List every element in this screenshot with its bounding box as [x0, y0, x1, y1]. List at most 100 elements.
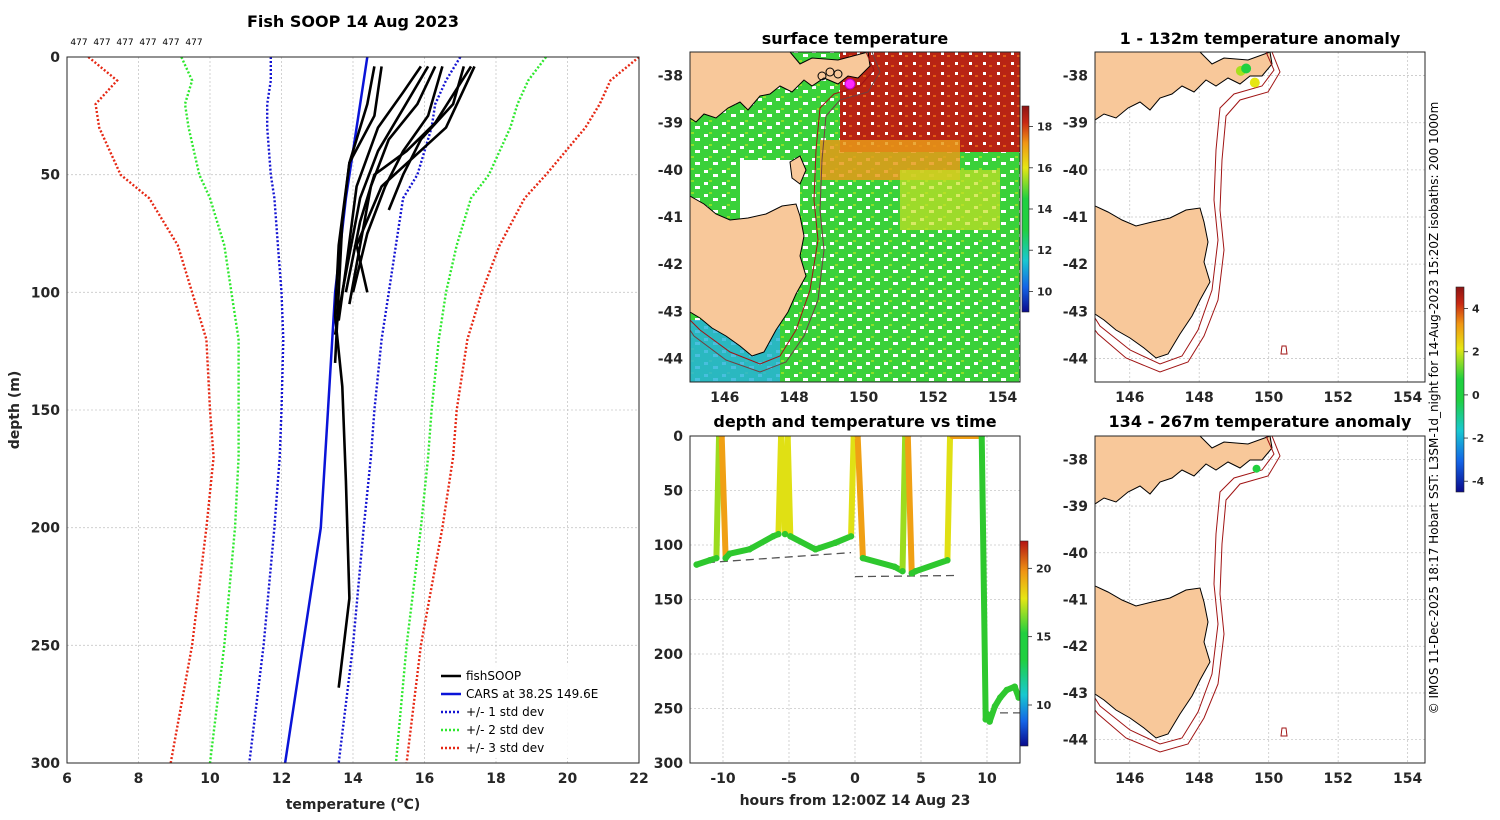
depth-time-trace-point [1015, 694, 1020, 701]
depth-time-ytick-label: 150 [654, 593, 683, 609]
depth-time-trace-segment [904, 436, 915, 577]
anomaly1-xtick-label: 154 [1393, 390, 1422, 406]
anomaly2-xtick-label: 148 [1185, 771, 1214, 787]
depth-time-trace-point [983, 710, 991, 718]
depth-time-trace-point [899, 567, 906, 575]
sst-ytick-label: -41 [658, 210, 683, 226]
depth-time-trace-point [859, 554, 867, 562]
depth-time-trace-point [706, 557, 713, 564]
depth-time-trace-point [949, 436, 956, 440]
depth-time-trace-point [777, 436, 785, 440]
anomaly2-panel: 134 - 267m temperature anomaly 146 148 150… [1063, 412, 1426, 787]
profile-ytick-label: 200 [31, 521, 60, 537]
depth-time-trace-segment [854, 436, 866, 562]
profile-fishsoop-lines [333, 65, 476, 688]
legend-fishsoop: fishSOOP [466, 669, 521, 683]
sst-xtick-label: 154 [988, 390, 1017, 406]
anomaly2-ytick-label: -40 [1063, 546, 1089, 562]
legend-box [436, 664, 632, 758]
profile-top-label: 477 [162, 38, 179, 48]
depth-time-trace [693, 436, 1020, 725]
anomaly2-ytick-label: -42 [1063, 639, 1088, 655]
profile-top-label: 477 [116, 38, 133, 48]
depth-time-trace-segment [746, 533, 777, 553]
anomaly2-title: 134 - 267m temperature anomaly [1109, 412, 1412, 431]
depth-time-xtick-label: 10 [977, 771, 997, 787]
profile-ytick-label: 300 [31, 756, 60, 772]
depth-time-trace-point [784, 436, 791, 440]
anomaly2-isobath-200 [1095, 436, 1275, 745]
profile-fishsoop-line [333, 66, 383, 688]
anomaly2-mainland [1095, 436, 1273, 505]
profile-fishsoop-line [337, 65, 422, 321]
depth-time-trace-segment [787, 533, 819, 553]
anomaly1-title: 1 - 132m temperature anomaly [1120, 29, 1401, 48]
anomaly2-seamount [1280, 727, 1288, 737]
anomaly1-xtick-label: 152 [1324, 390, 1353, 406]
profile-std3-minus [87, 57, 215, 763]
depth-time-trace-segment [812, 539, 839, 553]
profile-xtick-label: 6 [62, 771, 72, 787]
sst-ytick-label: -44 [658, 351, 684, 367]
profile-ytick-label: 100 [31, 285, 60, 301]
anomaly1-ytick-label: -43 [1063, 304, 1088, 320]
anomaly1-point [1249, 77, 1260, 88]
depth-time-trace-point [713, 554, 720, 562]
depth-time-trace-segment [899, 436, 909, 575]
profile-xtick-label: 12 [272, 771, 291, 787]
sst-ytick-label: -39 [658, 116, 683, 132]
sst-colorbar-tick-label: 14 [1037, 203, 1053, 216]
profile-top-label: 477 [93, 38, 110, 48]
profile-top-label: 477 [139, 38, 156, 48]
profile-xtick-label: 10 [200, 771, 220, 787]
depth-time-trace-point [718, 436, 725, 440]
profile-std1-plus [337, 57, 462, 763]
sst-colorbar-tick-label: 12 [1037, 244, 1052, 257]
anomaly-colorbar-tick-label: 0 [1472, 389, 1480, 402]
profile-tick-labels: 6 8 10 12 14 16 18 20 22 0 50 100 150 200 250 300 [31, 50, 649, 787]
legend-std3: +/- 3 std dev [466, 741, 544, 755]
anomaly1-panel: 1 - 132m temperature anomaly 146 148 150 15… [1063, 29, 1426, 406]
depth-time-trace-point [978, 436, 985, 440]
profile-ylabel: depth (m) [7, 371, 23, 449]
sst-tick-labels: 146 148 150 152 154 -38 -39 -40 -41 -42 -43 -44 [658, 69, 1018, 406]
sst-xtick-label: 152 [919, 390, 948, 406]
anomaly2-axes-box [1094, 435, 1426, 764]
depth-time-trace-point [991, 703, 999, 710]
sst-mainland [690, 52, 871, 123]
profile-std1-minus [248, 57, 285, 763]
profile-xtick-label: 8 [134, 771, 144, 787]
depth-time-trace-point [986, 718, 993, 725]
depth-time-xtick-label: -10 [710, 771, 736, 787]
depth-time-trace-segment [978, 436, 989, 723]
anomaly1-point [1241, 63, 1252, 74]
depth-time-ytick-label: 300 [654, 756, 683, 772]
profile-top-labels: 477 477 477 477 477 477 [70, 38, 202, 48]
anomaly2-point [1252, 464, 1261, 473]
sst-yellow-band [900, 170, 1000, 230]
anomaly1-xtick-label: 148 [1185, 390, 1214, 406]
sst-ytick-label: -38 [658, 69, 683, 85]
profile-fishsoop-line [344, 65, 473, 293]
profile-fishsoop-line [355, 65, 476, 293]
anomaly2-ytick-label: -43 [1063, 686, 1088, 702]
depth-time-xtick-label: 0 [850, 771, 860, 787]
anomaly1-tasmania [1095, 205, 1211, 359]
profile-cars-line [283, 57, 369, 763]
profile-xtick-label: 20 [558, 771, 578, 787]
sst-tasmania [690, 195, 807, 357]
anomaly1-points [1235, 63, 1260, 88]
depth-time-trace-point [904, 436, 911, 440]
anomaly1-xtick-label: 150 [1254, 390, 1283, 406]
anomaly1-xtick-label: 146 [1115, 390, 1144, 406]
anomaly1-ytick-label: -40 [1063, 163, 1089, 179]
anomaly-colorbar-tick-label: -2 [1472, 432, 1484, 445]
depth-time-trace-point [912, 567, 919, 575]
sst-colorbar-ticks: 10 12 14 16 18 [1029, 121, 1053, 298]
profile-xtick-label: 16 [415, 771, 434, 787]
depth-time-colorbar [1019, 540, 1029, 747]
anomaly1-mainland [1095, 52, 1273, 121]
depth-time-trace-segment [944, 436, 954, 564]
